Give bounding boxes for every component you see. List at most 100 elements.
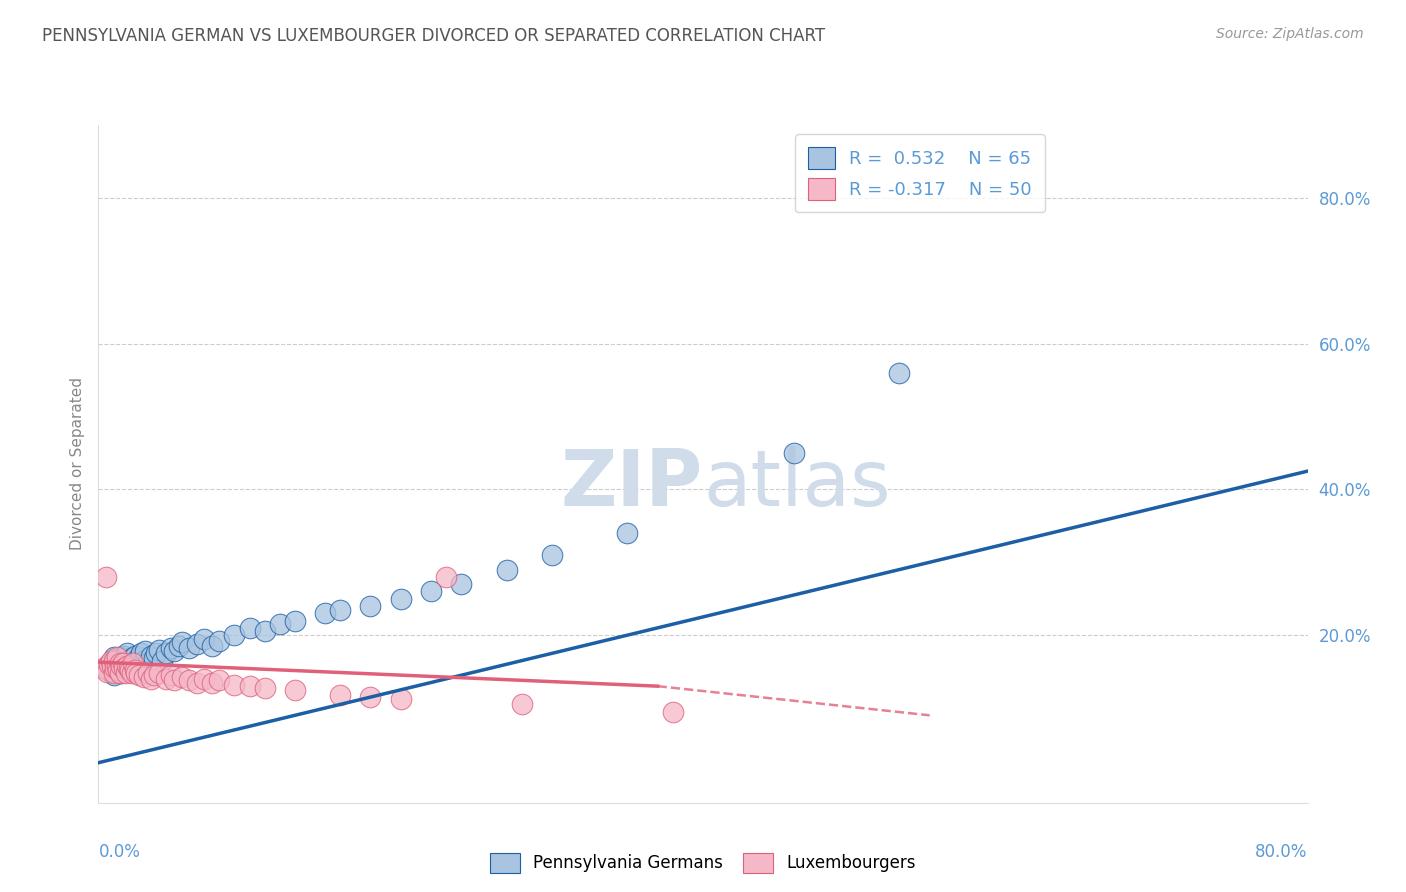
Point: [108, 666, 131, 681]
Point: [111, 656, 134, 670]
Point: [284, 682, 307, 697]
Point: [122, 661, 145, 675]
Point: [118, 661, 141, 675]
Legend: R =  0.532    N = 65, R = -0.317    N = 50: R = 0.532 N = 65, R = -0.317 N = 50: [796, 134, 1045, 212]
Text: 0.0%: 0.0%: [98, 844, 141, 862]
Point: [121, 666, 143, 681]
Point: [125, 654, 148, 668]
Point: [114, 658, 136, 673]
Point: [112, 663, 135, 677]
Point: [120, 663, 142, 677]
Point: [150, 654, 173, 668]
Point: [148, 666, 170, 681]
Point: [420, 584, 443, 599]
Point: [201, 639, 224, 653]
Point: [98, 657, 121, 672]
Point: [155, 646, 177, 660]
Text: ZIP: ZIP: [561, 446, 703, 522]
Point: [450, 577, 472, 591]
Point: [120, 658, 142, 673]
Point: [495, 562, 517, 576]
Point: [141, 648, 163, 663]
Point: [208, 634, 231, 648]
Point: [284, 614, 307, 628]
Point: [110, 658, 132, 673]
Point: [128, 650, 150, 665]
Point: [91, 661, 114, 675]
Point: [167, 639, 190, 653]
Point: [112, 648, 135, 663]
Point: [314, 607, 336, 621]
Point: [186, 637, 208, 651]
Point: [108, 656, 131, 670]
Point: [100, 654, 122, 668]
Point: [103, 650, 125, 665]
Point: [783, 446, 806, 460]
Point: [108, 650, 131, 665]
Point: [143, 668, 166, 682]
Point: [163, 644, 186, 658]
Text: atlas: atlas: [703, 446, 890, 522]
Point: [127, 657, 149, 672]
Point: [124, 648, 146, 663]
Point: [329, 602, 352, 616]
Point: [101, 658, 124, 673]
Point: [239, 679, 262, 693]
Point: [110, 656, 132, 670]
Y-axis label: Divorced or Separated: Divorced or Separated: [69, 377, 84, 550]
Point: [103, 668, 125, 682]
Point: [103, 666, 125, 681]
Point: [269, 617, 291, 632]
Point: [170, 635, 193, 649]
Point: [111, 651, 134, 665]
Point: [132, 670, 155, 684]
Point: [201, 675, 224, 690]
Text: 80.0%: 80.0%: [1256, 844, 1308, 862]
Point: [155, 672, 177, 686]
Point: [105, 657, 128, 672]
Point: [94, 661, 117, 675]
Point: [253, 681, 276, 695]
Point: [662, 705, 685, 719]
Point: [136, 656, 159, 670]
Point: [132, 654, 155, 668]
Point: [104, 661, 127, 675]
Point: [104, 661, 127, 675]
Point: [128, 668, 150, 682]
Point: [118, 656, 141, 670]
Point: [112, 661, 135, 675]
Point: [124, 663, 146, 677]
Point: [110, 666, 132, 681]
Point: [122, 656, 145, 670]
Point: [108, 661, 131, 675]
Point: [145, 646, 167, 660]
Point: [186, 675, 208, 690]
Point: [115, 646, 138, 660]
Point: [105, 665, 128, 679]
Point: [224, 628, 246, 642]
Point: [510, 698, 533, 712]
Point: [107, 654, 129, 668]
Point: [121, 651, 143, 665]
Point: [360, 599, 382, 613]
Point: [96, 665, 118, 679]
Point: [101, 654, 124, 668]
Point: [208, 673, 231, 688]
Text: PENNSYLVANIA GERMAN VS LUXEMBOURGER DIVORCED OR SEPARATED CORRELATION CHART: PENNSYLVANIA GERMAN VS LUXEMBOURGER DIVO…: [42, 27, 825, 45]
Point: [160, 641, 183, 656]
Point: [179, 641, 201, 656]
Point: [105, 650, 128, 665]
Point: [540, 548, 562, 562]
Point: [163, 673, 186, 688]
Point: [889, 366, 911, 380]
Legend: Pennsylvania Germans, Luxembourgers: Pennsylvania Germans, Luxembourgers: [484, 847, 922, 880]
Point: [115, 661, 138, 675]
Point: [114, 666, 136, 681]
Point: [148, 642, 170, 657]
Point: [105, 658, 128, 673]
Point: [103, 654, 125, 668]
Point: [143, 651, 166, 665]
Point: [98, 657, 121, 672]
Point: [94, 570, 117, 584]
Point: [193, 632, 215, 646]
